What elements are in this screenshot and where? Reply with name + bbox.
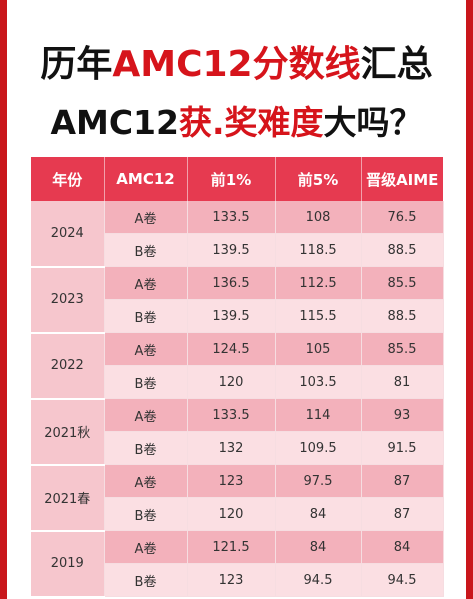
top5-cell: 115.5 [275,299,362,333]
page-title: 历年AMC12分数线汇总 [0,40,473,90]
table-row: 2023 A卷 136.5 112.5 85.5 [31,266,444,334]
top1-cell: 124.5 [187,332,276,366]
year-cell: 2024 [31,201,105,268]
aime-cell: 88.5 [361,233,444,267]
paper-cell: A卷 [104,266,188,300]
aime-cell: 85.5 [361,266,444,300]
table-row: B卷 139.5 118.5 88.5 [31,233,444,267]
title-line2-prefix: AMC12 [50,103,179,142]
top1-cell: 132 [187,431,276,465]
table-row: B卷 132 109.5 91.5 [31,431,444,465]
aime-cell: 94.5 [361,563,444,597]
paper-cell: A卷 [104,530,188,564]
top1-cell: 123 [187,464,276,498]
paper-cell: B卷 [104,365,188,399]
paper-cell: B卷 [104,563,188,597]
page-subtitle: AMC12获.奖难度大吗？ [0,98,473,148]
title-line1-highlight: AMC12分数线 [112,44,361,85]
paper-cell: B卷 [104,299,188,333]
aime-cell: 88.5 [361,299,444,333]
top1-cell: 120 [187,365,276,399]
aime-cell: 85.5 [361,332,444,366]
top5-cell: 97.5 [275,464,362,498]
top1-cell: 120 [187,497,276,531]
year-cell: 2019 [31,530,105,598]
table-row: 2024 A卷 133.5 108 76.5 [31,201,444,268]
aime-cell: 93 [361,398,444,432]
top5-cell: 103.5 [275,365,362,399]
table-header-row: 年份 AMC12 前1% 前5% 晋级AIME [31,157,443,201]
top5-cell: 109.5 [275,431,362,465]
top1-cell: 121.5 [187,530,276,564]
table-row: 2022 A卷 124.5 105 85.5 [31,332,444,400]
top1-cell: 136.5 [187,266,276,300]
aime-cell: 81 [361,365,444,399]
header-paper: AMC12 [104,157,188,201]
paper-cell: A卷 [104,201,188,234]
table-row: 2019 A卷 121.5 84 84 [31,530,444,598]
year-cell: 2022 [31,332,105,400]
table-row: 2021秋 A卷 133.5 114 93 [31,398,444,466]
top1-cell: 139.5 [187,299,276,333]
top5-cell: 112.5 [275,266,362,300]
header-top5: 前5% [275,157,362,201]
score-table: 年份 AMC12 前1% 前5% 晋级AIME 2024 A卷 133.5 10… [31,157,444,598]
top1-cell: 123 [187,563,276,597]
paper-cell: B卷 [104,497,188,531]
top5-cell: 84 [275,530,362,564]
paper-cell: A卷 [104,332,188,366]
table-row: B卷 123 94.5 94.5 [31,563,444,597]
year-cell: 2023 [31,266,105,334]
top5-cell: 105 [275,332,362,366]
top5-cell: 108 [275,201,362,234]
title-line1-prefix: 历年 [40,44,113,85]
table-row: B卷 120 84 87 [31,497,444,531]
top1-cell: 139.5 [187,233,276,267]
title-line2-highlight: 获.奖难度 [178,103,324,142]
top1-cell: 133.5 [187,201,276,234]
table-row: B卷 120 103.5 81 [31,365,444,399]
top1-cell: 133.5 [187,398,276,432]
top5-cell: 118.5 [275,233,362,267]
aime-cell: 91.5 [361,431,444,465]
header-aime: 晋级AIME [361,157,443,201]
paper-cell: B卷 [104,233,188,267]
aime-cell: 87 [361,464,444,498]
title-line2-suffix: 大吗？ [323,103,423,142]
paper-cell: A卷 [104,398,188,432]
aime-cell: 84 [361,530,444,564]
aime-cell: 87 [361,497,444,531]
header-top1: 前1% [187,157,276,201]
top5-cell: 94.5 [275,563,362,597]
title-line1-suffix: 汇总 [360,44,433,85]
year-cell: 2021秋 [31,398,105,466]
header-year: 年份 [31,157,105,201]
top5-cell: 84 [275,497,362,531]
paper-cell: A卷 [104,464,188,498]
year-cell: 2021春 [31,464,105,532]
table-row: 2021春 A卷 123 97.5 87 [31,464,444,532]
aime-cell: 76.5 [361,201,444,234]
table-row: B卷 139.5 115.5 88.5 [31,299,444,333]
top5-cell: 114 [275,398,362,432]
paper-cell: B卷 [104,431,188,465]
